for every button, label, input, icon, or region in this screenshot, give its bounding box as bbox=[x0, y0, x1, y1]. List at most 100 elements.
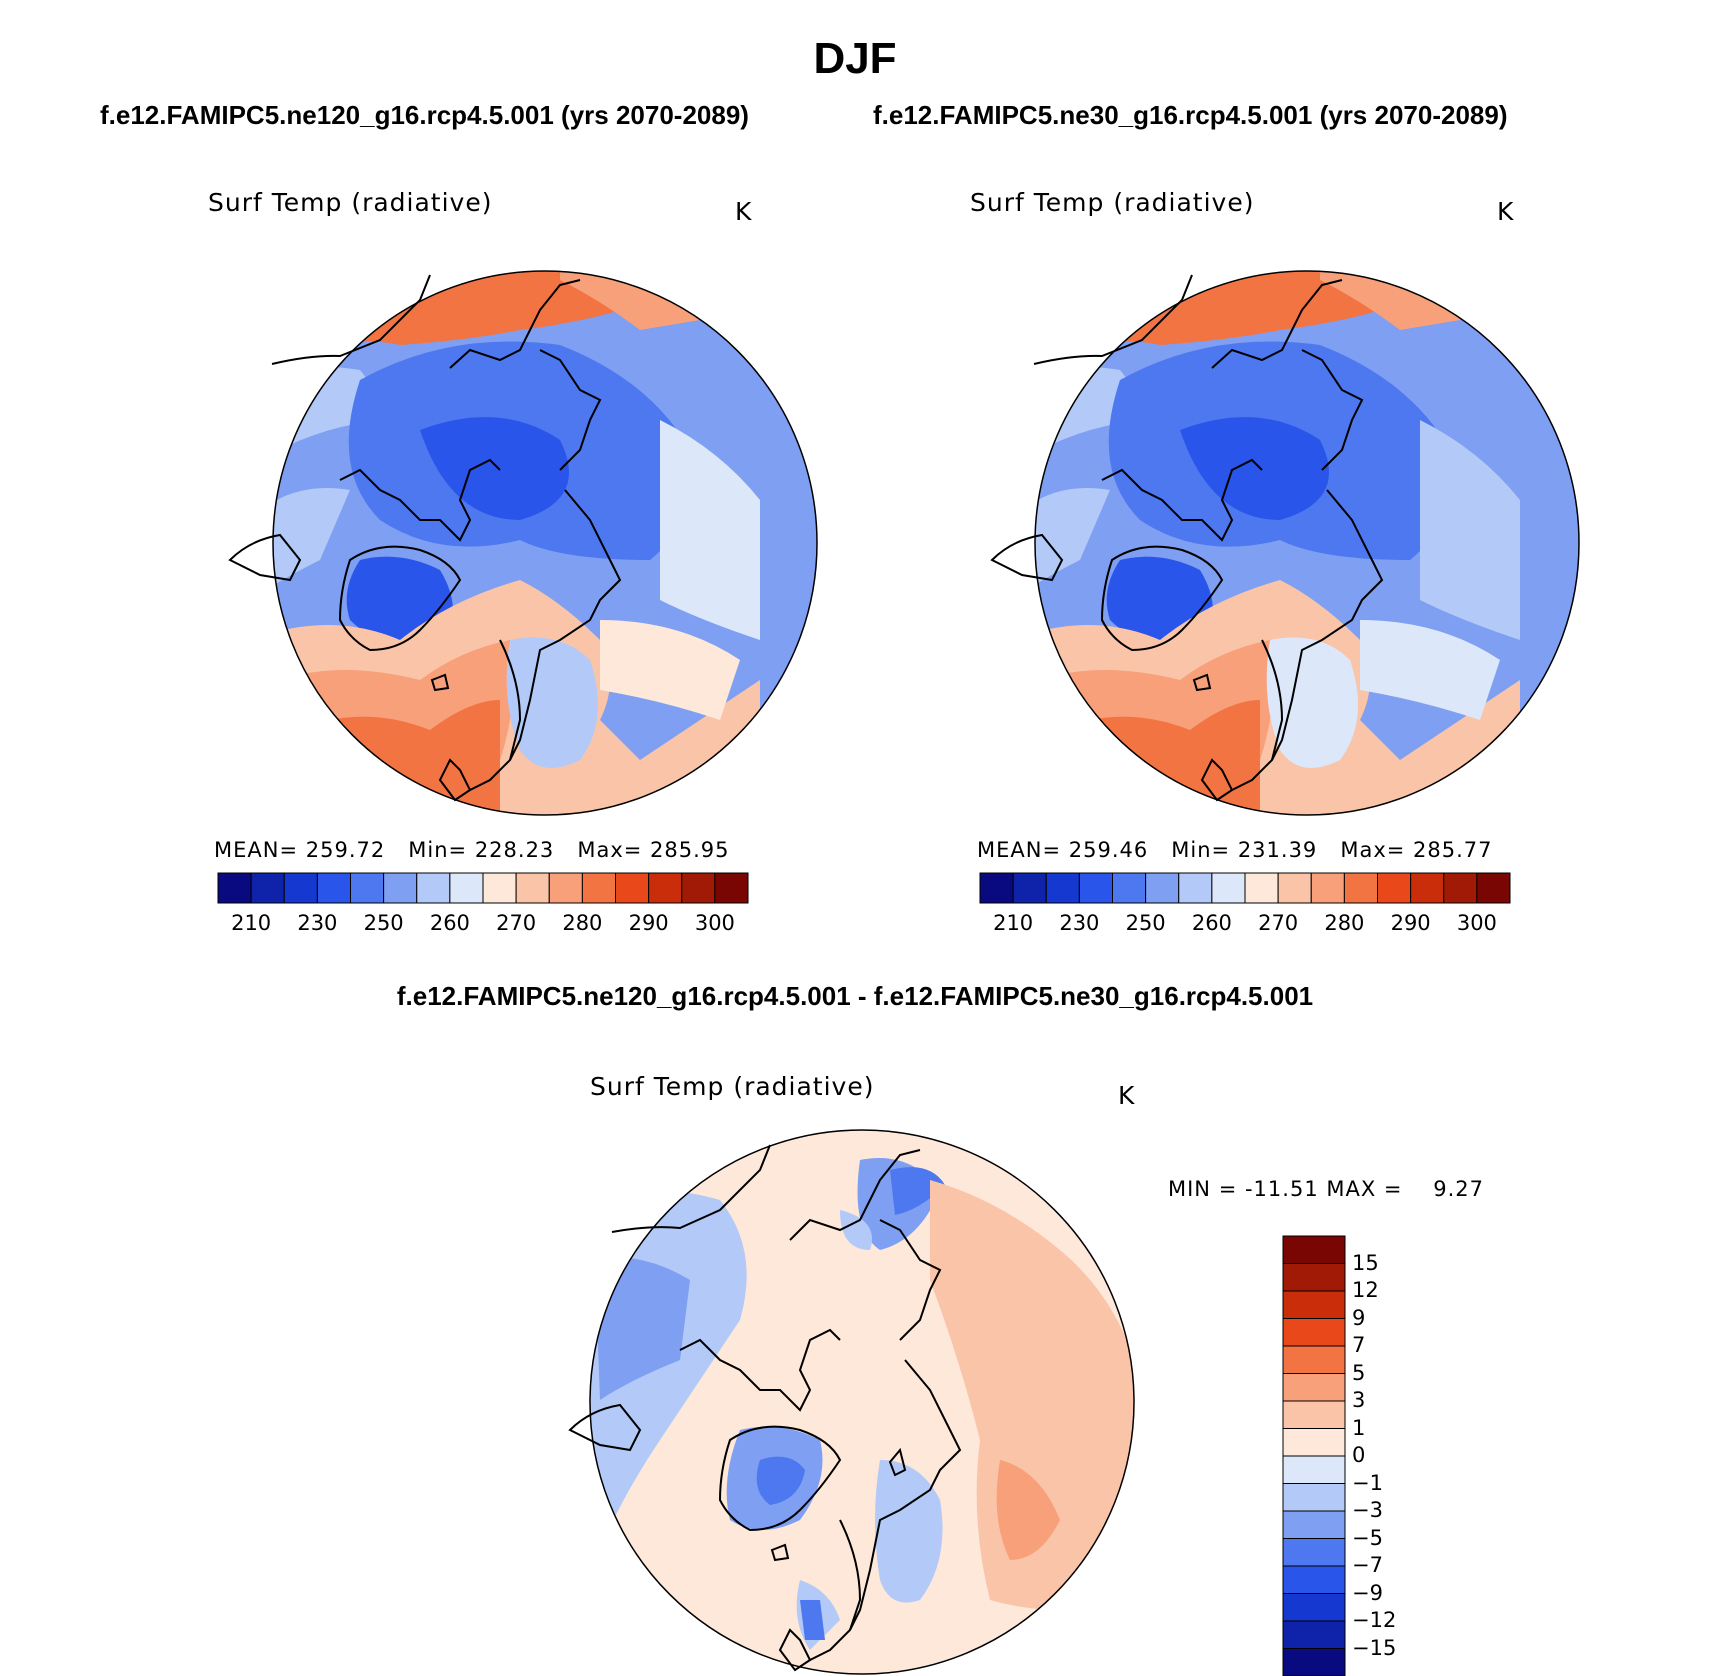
colorbar-swatch bbox=[1113, 873, 1146, 903]
panel-right-variable: Surf Temp (radiative) bbox=[970, 188, 1254, 217]
colorbar-tick-label: 260 bbox=[420, 911, 480, 935]
colorbar-tick-label: 290 bbox=[1381, 911, 1441, 935]
colorbar-swatch bbox=[1444, 873, 1477, 903]
colorbar-tick-label: 290 bbox=[619, 911, 679, 935]
colorbar-tick-label: 270 bbox=[486, 911, 546, 935]
colorbar-swatch bbox=[516, 873, 549, 903]
colorbar-swatch bbox=[384, 873, 417, 903]
colorbar-swatch bbox=[1146, 873, 1179, 903]
panel-left-units: K bbox=[735, 197, 751, 226]
colorbar-swatch bbox=[715, 873, 748, 903]
mean-label: MEAN= bbox=[214, 838, 298, 862]
colorbar-swatch bbox=[582, 873, 615, 903]
colorbar-tick-label: 280 bbox=[552, 911, 612, 935]
max-label: Max= bbox=[1340, 838, 1405, 862]
colorbar-swatch bbox=[1344, 873, 1377, 903]
min-label: MIN = bbox=[1168, 1177, 1237, 1201]
colorbar-swatch bbox=[1283, 1291, 1345, 1319]
colorbar-tick-label: 9 bbox=[1352, 1306, 1365, 1330]
colorbar-tick-label: 15 bbox=[1352, 1251, 1379, 1275]
colorbar-tick-label: 1 bbox=[1352, 1416, 1365, 1440]
colorbar-swatch bbox=[1283, 1511, 1345, 1539]
colorbar-tick-label: 210 bbox=[983, 911, 1043, 935]
colorbar-tick-label: −3 bbox=[1352, 1498, 1383, 1522]
colorbar-tick-label: 0 bbox=[1352, 1443, 1365, 1467]
colorbar-swatch bbox=[1245, 873, 1278, 903]
difference-colorbar-ticks: 15 12 9 7 5 3 1 0 −1 −3 −5 −7 −9 −12 −15 bbox=[1352, 1236, 1432, 1676]
coastlines bbox=[230, 275, 620, 800]
colorbar-swatch bbox=[616, 873, 649, 903]
panel-right-stats: MEAN= 259.46 Min= 231.39 Max= 285.77 bbox=[977, 838, 1493, 862]
colorbar-swatch bbox=[1283, 1346, 1345, 1374]
colorbar-swatch bbox=[549, 873, 582, 903]
min-value: 228.23 bbox=[475, 838, 554, 862]
colorbar-tick-label: 280 bbox=[1314, 911, 1374, 935]
colorbar-tick-label: −12 bbox=[1352, 1608, 1396, 1632]
max-value: 285.95 bbox=[650, 838, 729, 862]
colorbar-tick-label: 7 bbox=[1352, 1333, 1365, 1357]
colorbar-tick-label: 5 bbox=[1352, 1361, 1365, 1385]
colorbar-swatch bbox=[1411, 873, 1444, 903]
colorbar-tick-label: 250 bbox=[354, 911, 414, 935]
difference-stats: MIN = -11.51 MAX = 9.27 bbox=[1168, 1177, 1484, 1201]
colorbar-tick-label: −5 bbox=[1352, 1526, 1383, 1550]
colorbar-swatch bbox=[1079, 873, 1112, 903]
max-label: MAX = bbox=[1326, 1177, 1402, 1201]
panel-right-case-title: f.e12.FAMIPC5.ne30_g16.rcp4.5.001 (yrs 2… bbox=[873, 100, 1508, 131]
colorbar-swatch bbox=[1278, 873, 1311, 903]
colorbar-tick-label: −15 bbox=[1352, 1636, 1396, 1660]
mean-value: 259.46 bbox=[1069, 838, 1148, 862]
colorbar-swatch bbox=[1283, 1456, 1345, 1484]
colorbar-swatch bbox=[317, 873, 350, 903]
colorbar-tick-label: −1 bbox=[1352, 1471, 1383, 1495]
colorbar-swatch bbox=[1283, 1649, 1345, 1676]
colorbar-swatch bbox=[218, 873, 251, 903]
colorbar-tick-label: −9 bbox=[1352, 1581, 1383, 1605]
colorbar-swatch bbox=[1477, 873, 1510, 903]
difference-variable: Surf Temp (radiative) bbox=[590, 1072, 874, 1101]
colorbar-swatch bbox=[1311, 873, 1344, 903]
colorbar-tick-label: 230 bbox=[1049, 911, 1109, 935]
mean-label: MEAN= bbox=[977, 838, 1061, 862]
panel-right-colorbar bbox=[980, 873, 1510, 903]
colorbar-tick-label: 300 bbox=[685, 911, 745, 935]
colorbar-tick-label: 3 bbox=[1352, 1388, 1365, 1412]
colorbar-swatch bbox=[1212, 873, 1245, 903]
colorbar-swatch bbox=[980, 873, 1013, 903]
difference-title: f.e12.FAMIPC5.ne120_g16.rcp4.5.001 - f.e… bbox=[0, 981, 1710, 1012]
panel-left-stats: MEAN= 259.72 Min= 228.23 Max= 285.95 bbox=[214, 838, 730, 862]
max-label: Max= bbox=[577, 838, 642, 862]
min-value: 231.39 bbox=[1238, 838, 1317, 862]
colorbar-swatch bbox=[1283, 1236, 1345, 1264]
colorbar-swatch bbox=[417, 873, 450, 903]
colorbar-swatch bbox=[1013, 873, 1046, 903]
colorbar-swatch bbox=[649, 873, 682, 903]
colorbar-swatch bbox=[1283, 1566, 1345, 1594]
colorbar-tick-label: 12 bbox=[1352, 1278, 1379, 1302]
difference-units: K bbox=[1118, 1081, 1134, 1110]
colorbar-tick-label: 210 bbox=[221, 911, 281, 935]
colorbar-swatch bbox=[1283, 1484, 1345, 1512]
panel-left-colorbar bbox=[218, 873, 748, 903]
colorbar-swatch bbox=[1283, 1374, 1345, 1402]
colorbar-tick-label: −7 bbox=[1352, 1553, 1383, 1577]
colorbar-swatch bbox=[1283, 1429, 1345, 1457]
colorbar-swatch bbox=[682, 873, 715, 903]
colorbar-tick-label: 260 bbox=[1182, 911, 1242, 935]
map-boundary bbox=[273, 271, 817, 815]
figure-title: DJF bbox=[0, 34, 1710, 84]
colorbar-swatch bbox=[251, 873, 284, 903]
min-label: Min= bbox=[1171, 838, 1230, 862]
min-label: Min= bbox=[408, 838, 467, 862]
colorbar-tick-label: 230 bbox=[287, 911, 347, 935]
colorbar-swatch bbox=[1179, 873, 1212, 903]
map-field-base bbox=[270, 270, 830, 830]
colorbar-swatch bbox=[1283, 1539, 1345, 1567]
colorbar-tick-label: 270 bbox=[1248, 911, 1308, 935]
colorbar-swatch bbox=[483, 873, 516, 903]
